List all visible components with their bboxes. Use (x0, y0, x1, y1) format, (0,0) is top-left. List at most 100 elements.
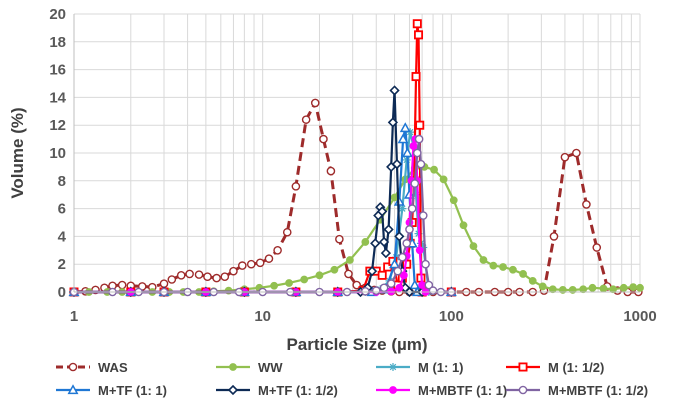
data-point (330, 265, 339, 274)
legend-item-m-1-1-2: M (1: 1/2) (506, 360, 604, 375)
data-point (519, 270, 527, 278)
data-point (326, 166, 336, 176)
data-point (619, 283, 628, 292)
y-tick-label: 10 (49, 145, 66, 162)
data-point (346, 256, 354, 264)
data-point (301, 115, 311, 124)
data-point (560, 152, 570, 162)
data-point (394, 231, 405, 242)
data-point (398, 204, 407, 213)
data-point (636, 283, 644, 292)
data-point (229, 266, 238, 276)
data-point (397, 133, 409, 144)
data-point (419, 243, 428, 252)
data-point (212, 273, 221, 283)
data-point (599, 284, 608, 293)
data-point (319, 134, 328, 144)
data-point (117, 280, 127, 290)
data-point (398, 252, 407, 262)
data-point (592, 243, 602, 252)
series-line-was (73, 101, 639, 294)
data-point (489, 261, 498, 270)
series-layer (68, 19, 644, 298)
x-axis-title: Particle Size (µm) (286, 335, 427, 354)
data-point (430, 165, 438, 174)
data-point (538, 282, 547, 291)
legend-marker (227, 384, 239, 396)
data-point (167, 275, 177, 284)
series-ww (70, 163, 644, 296)
legend-item-m-mbtf-1-1: M+MBTF (1: 1) (376, 383, 507, 398)
legend-marker (68, 362, 78, 372)
y-tick-label: 4 (58, 228, 67, 245)
data-point (386, 279, 396, 288)
data-point (344, 269, 353, 279)
data-point (395, 283, 404, 292)
data-point (411, 72, 421, 82)
data-point (366, 266, 378, 277)
y-tick-label: 14 (49, 89, 66, 106)
y-axis-title: Volume (%) (8, 107, 27, 198)
x-tick-label: 1 (70, 308, 78, 325)
data-point (414, 30, 424, 40)
data-point (315, 271, 324, 280)
data-point (361, 238, 370, 246)
data-point (185, 269, 194, 279)
data-point (439, 175, 448, 184)
legend-item-was: WAS (56, 360, 128, 375)
data-point (609, 285, 617, 294)
legend-label: M+TF (1: 1) (98, 383, 167, 398)
legend-label: WW (258, 360, 283, 375)
data-point (387, 287, 396, 296)
legend-label: M+MBTF (1: 1) (418, 383, 507, 398)
axes (73, 14, 640, 293)
data-point (387, 117, 399, 128)
data-point (399, 122, 411, 133)
data-point (499, 263, 507, 271)
series-line-ww (74, 165, 641, 294)
grid-lines (74, 13, 641, 292)
data-point (378, 236, 390, 248)
data-point (421, 259, 430, 269)
data-point (255, 258, 265, 268)
data-point (335, 234, 344, 244)
data-point (383, 224, 394, 235)
data-point (549, 232, 559, 241)
data-point (528, 276, 537, 285)
data-point (449, 196, 458, 205)
data-point (407, 204, 417, 213)
legend-label: M (1: 1) (418, 360, 464, 375)
data-point (300, 275, 309, 284)
data-point (582, 200, 591, 209)
data-point (418, 211, 428, 220)
data-point (291, 182, 301, 191)
legend-label: M+TF (1: 1/2) (258, 383, 338, 398)
legend: WAS WW M (1: 1) M (1: 1/2) M+TF (1: 1) M+TF (… (56, 360, 648, 398)
legend-item-m-mbtf-1-1-2: M+MBTF (1: 1/2) (506, 383, 648, 398)
legend-item-m-tf-1-1-2: M+TF (1: 1/2) (216, 383, 338, 398)
data-point (401, 147, 413, 158)
legend-item-m-1-1: M (1: 1) (376, 360, 464, 375)
data-point (264, 254, 274, 263)
data-point (361, 287, 370, 296)
legend-label: M+MBTF (1: 1/2) (548, 383, 648, 398)
y-tick-label: 16 (49, 62, 66, 79)
data-point (379, 283, 389, 293)
data-point (412, 19, 422, 29)
y-tick-label: 20 (49, 6, 66, 23)
data-point (246, 259, 256, 269)
tick-labels: 0 2 4 6 8 10 12 14 16 18 20 1 10 100 1000 (49, 6, 656, 325)
y-tick-label: 18 (49, 34, 66, 51)
data-point (428, 286, 438, 295)
y-tick-label: 8 (58, 173, 66, 190)
legend-marker (389, 386, 397, 394)
y-tick-label: 2 (58, 256, 66, 273)
data-point (176, 271, 186, 280)
y-tick-label: 12 (49, 117, 66, 134)
data-point (409, 279, 421, 290)
data-point (402, 239, 412, 248)
data-point (424, 280, 434, 290)
data-point (479, 256, 488, 264)
x-tick-label: 100 (439, 308, 464, 325)
